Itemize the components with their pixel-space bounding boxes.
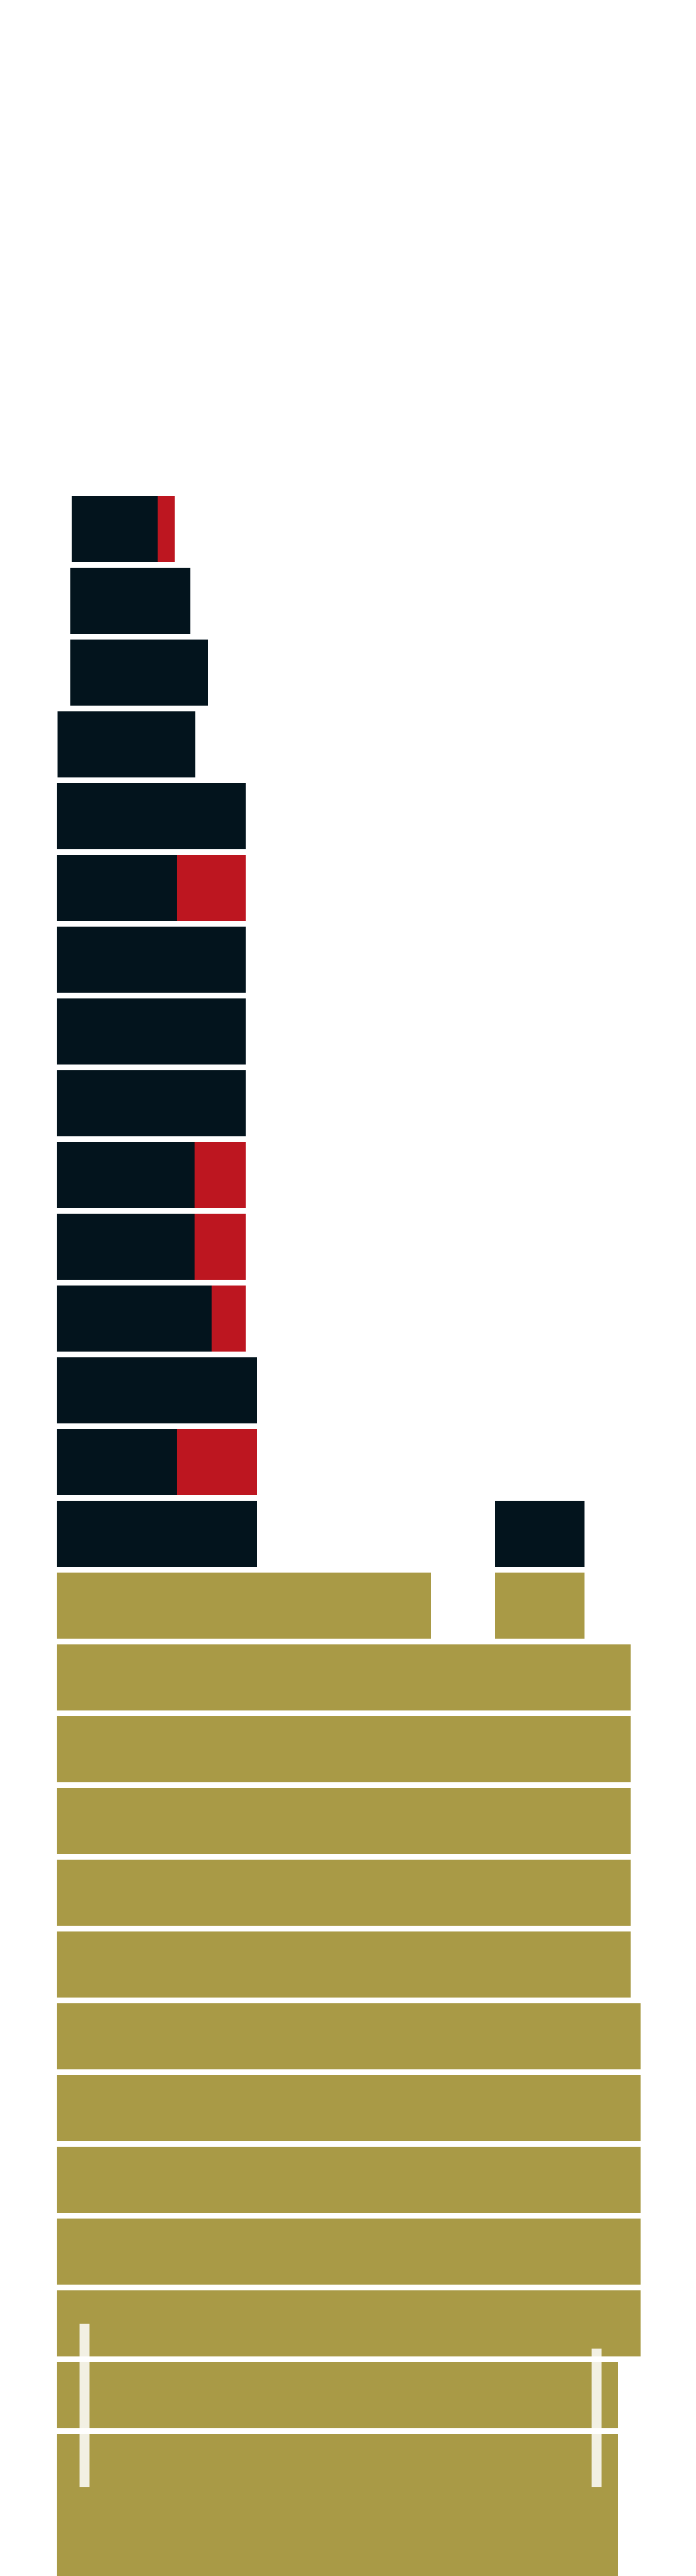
floor-23 [57,998,246,1065]
floor-segment-dark [57,1286,212,1352]
annex-floor-16 [495,1501,584,1567]
floor-6 [57,2219,641,2285]
annex-floor-15 [495,1573,584,1639]
floor-segment-dark [57,1142,195,1208]
floor-27 [58,711,195,777]
light-streak [80,2324,89,2487]
floor-5 [57,2290,641,2356]
floor-24 [57,927,246,993]
floor-segment-dark [58,711,195,777]
floor-16 [57,1501,257,1567]
floor-segment-dark [57,1357,257,1423]
floor-segment-red [177,1429,257,1495]
floor-20 [57,1214,246,1280]
floor-segment-red [195,1142,246,1208]
floor-segment-dark [70,568,190,634]
floor-segment-dark [57,783,246,849]
building-floor-stack [57,496,641,2576]
floor-segment-dark [57,1214,195,1280]
floor-segment-dark [70,640,208,706]
floor-segment-dark [57,927,246,993]
floor-3 [57,2434,618,2576]
floor-19 [57,1286,246,1352]
floor-4 [57,2362,618,2428]
floor-segment-red [177,855,246,921]
floor-21 [57,1142,246,1208]
floor-segment-dark [57,855,177,921]
floor-14 [57,1644,631,1710]
floor-7 [57,2147,641,2213]
floor-9 [57,2003,641,2069]
floor-28 [70,640,208,706]
floor-12 [57,1788,631,1854]
floor-29 [70,568,190,634]
floor-segment-dark [72,496,158,562]
floor-17 [57,1429,257,1495]
floor-18 [57,1357,257,1423]
floor-30 [72,496,175,562]
floor-22 [57,1070,246,1136]
floor-segment-red [158,496,175,562]
floor-segment-red [195,1214,246,1280]
floor-25 [57,855,246,921]
floor-segment-dark [57,1429,177,1495]
floor-26 [57,783,246,849]
floor-segment-dark [57,1501,257,1567]
floor-segment-dark [57,998,246,1065]
floor-10 [57,1931,631,1998]
floor-segment-dark [57,1070,246,1136]
floor-8 [57,2075,641,2141]
light-streak [592,2349,602,2487]
floor-15 [57,1573,431,1639]
floor-11 [57,1860,631,1926]
floor-13 [57,1716,631,1782]
floor-segment-red [212,1286,246,1352]
